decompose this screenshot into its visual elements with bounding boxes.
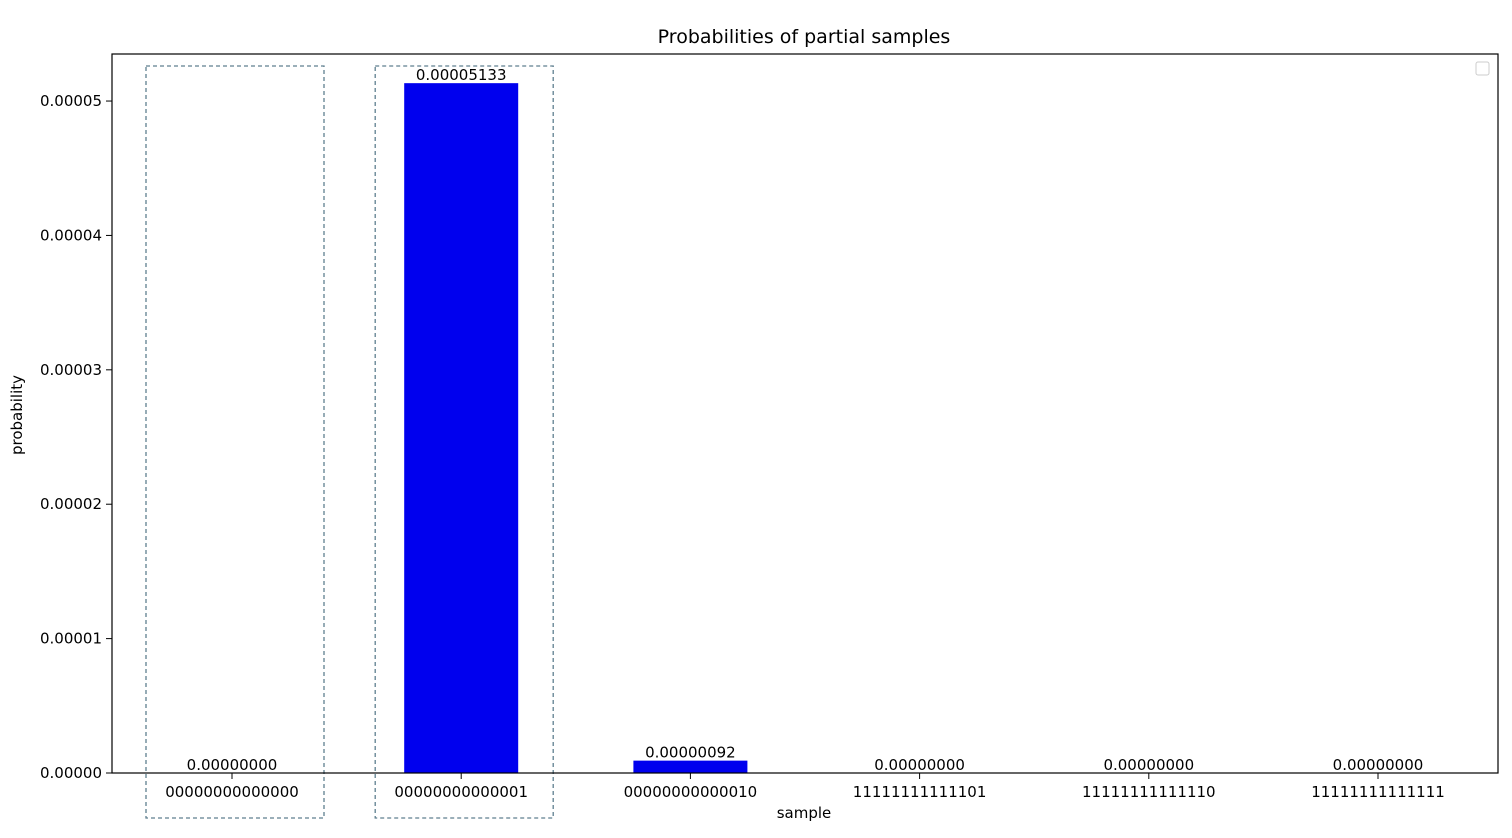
y-tick-label-4: 0.00004 — [40, 226, 102, 244]
value-label-4: 0.00000000 — [1103, 756, 1194, 774]
x-tick-label-3: 11111111111101 — [853, 783, 987, 801]
value-label-2: 0.00000092 — [645, 744, 736, 762]
y-tick-label-2: 0.00002 — [40, 495, 102, 513]
y-axis-label: probability — [8, 375, 26, 455]
highlight-boxes — [145, 65, 554, 819]
y-tick-label-5: 0.00005 — [40, 92, 102, 110]
bar-2 — [633, 760, 748, 773]
bar-1 — [404, 83, 519, 773]
y-tick-label-3: 0.00003 — [40, 361, 102, 379]
value-label-1: 0.00005133 — [416, 66, 507, 84]
x-axis-label: sample — [777, 804, 832, 822]
y-tick-label-1: 0.00001 — [40, 630, 102, 648]
bars — [404, 83, 748, 773]
x-tick-label-4: 11111111111110 — [1082, 783, 1216, 801]
x-tick-label-0: 00000000000000 — [165, 783, 299, 801]
highlight-box-0 — [145, 65, 325, 819]
legend-box — [1475, 61, 1490, 76]
y-tick-label-0: 0.00000 — [40, 764, 102, 782]
value-label-3: 0.00000000 — [874, 756, 965, 774]
highlight-box-1 — [374, 65, 554, 819]
y-axis: 0.00000 0.00001 0.00002 0.00003 0.00004 0.000… — [40, 92, 112, 782]
value-label-5: 0.00000000 — [1333, 756, 1424, 774]
value-labels: 0.00000000 0.00005133 0.00000092 0.00000000… — [187, 66, 1424, 774]
chart-title: Probabilities of partial samples — [658, 26, 951, 48]
x-tick-label-5: 11111111111111 — [1311, 783, 1445, 801]
plot-area-frame — [111, 53, 1499, 774]
value-label-0: 0.00000000 — [187, 756, 278, 774]
x-axis: 00000000000000 00000000000001 000000000000… — [165, 773, 1445, 801]
x-tick-label-2: 00000000000010 — [624, 783, 758, 801]
x-tick-label-1: 00000000000001 — [394, 783, 528, 801]
